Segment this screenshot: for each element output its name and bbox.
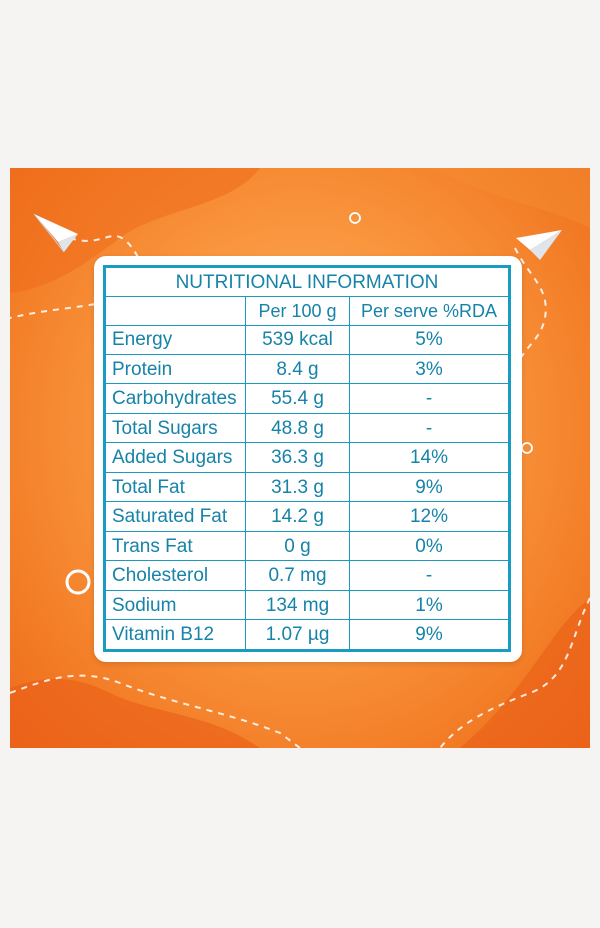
rda-value: 3% [349, 353, 509, 385]
rda-value: - [349, 383, 509, 414]
table-row: Protein 8.4 g 3% [105, 353, 509, 385]
rda-value: 12% [349, 501, 509, 532]
rda-value: 14% [349, 442, 509, 473]
rda-value: - [349, 560, 509, 591]
header-per-serve-rda: Per serve %RDA [349, 296, 509, 326]
top-left-blob [10, 168, 260, 293]
per-100g-value: 31.3 g [245, 471, 350, 503]
nutrient-name: Total Sugars [105, 412, 246, 444]
nutrient-name: Sodium [105, 589, 246, 621]
per-100g-value: 134 mg [245, 589, 350, 621]
dashed-trail-bottom-left [10, 674, 301, 748]
header-per-100g: Per 100 g [245, 296, 350, 326]
per-100g-value: 36.3 g [245, 442, 350, 473]
table-row: Sodium 134 mg 1% [105, 589, 509, 621]
bottom-right-blob [460, 598, 590, 748]
per-100g-value: 8.4 g [245, 353, 350, 385]
per-100g-value: 48.8 g [245, 412, 350, 444]
table-row: Cholesterol 0.7 mg - [105, 560, 509, 591]
rda-value: 9% [349, 471, 509, 503]
table-row: Total Fat 31.3 g 9% [105, 471, 509, 503]
nutrient-name: Total Fat [105, 471, 246, 503]
table-row: Trans Fat 0 g 0% [105, 530, 509, 562]
circle-icon [521, 442, 533, 454]
table-row: Energy 539 kcal 5% [105, 324, 509, 355]
table-title-row: NUTRITIONAL INFORMATION [105, 266, 509, 298]
dashed-trail-bottom-right [439, 597, 590, 748]
paper-plane-icon [33, 213, 78, 253]
table-row: Saturated Fat 14.2 g 12% [105, 501, 509, 532]
nutrient-name: Trans Fat [105, 530, 246, 562]
per-100g-value: 14.2 g [245, 501, 350, 532]
rda-value: - [349, 412, 509, 444]
per-100g-value: 539 kcal [245, 324, 350, 355]
per-100g-value: 55.4 g [245, 383, 350, 414]
per-100g-value: 1.07 µg [245, 619, 350, 650]
top-right-blob [430, 168, 590, 228]
nutrient-name: Protein [105, 353, 246, 385]
nutrient-name: Carbohydrates [105, 383, 246, 414]
rda-value: 0% [349, 530, 509, 562]
dashed-trail-right [514, 247, 547, 374]
circle-icon [349, 212, 361, 224]
circle-icon [65, 569, 91, 595]
table-title: NUTRITIONAL INFORMATION [105, 266, 509, 298]
nutrient-name: Added Sugars [105, 442, 246, 473]
nutrition-table: NUTRITIONAL INFORMATION Per 100 g Per se… [105, 266, 509, 650]
background-decorations [10, 168, 590, 748]
nutrient-name: Cholesterol [105, 560, 246, 591]
table-row: Vitamin B12 1.07 µg 9% [105, 619, 509, 650]
nutrient-name: Saturated Fat [105, 501, 246, 532]
table-row: Carbohydrates 55.4 g- [105, 383, 509, 414]
per-100g-value: 0.7 mg [245, 560, 350, 591]
nutrient-name: Energy [105, 324, 246, 355]
rda-value: 5% [349, 324, 509, 355]
nutrient-name: Vitamin B12 [105, 619, 246, 650]
table-row: Total Sugars 48.8 g- [105, 412, 509, 444]
header-blank-cell [105, 296, 246, 326]
paper-plane-icon [516, 230, 562, 260]
orange-background-panel: NUTRITIONAL INFORMATION Per 100 g Per se… [10, 168, 590, 748]
table-header-row: Per 100 g Per serve %RDA [105, 296, 509, 326]
per-100g-value: 0 g [245, 530, 350, 562]
nutrition-table-frame: NUTRITIONAL INFORMATION Per 100 g Per se… [103, 265, 511, 652]
rda-value: 9% [349, 619, 509, 650]
rda-value: 1% [349, 589, 509, 621]
nutrition-card: NUTRITIONAL INFORMATION Per 100 g Per se… [94, 256, 522, 662]
table-row: Added Sugars 36.3 g 14% [105, 442, 509, 473]
bottom-left-blob [10, 678, 260, 748]
